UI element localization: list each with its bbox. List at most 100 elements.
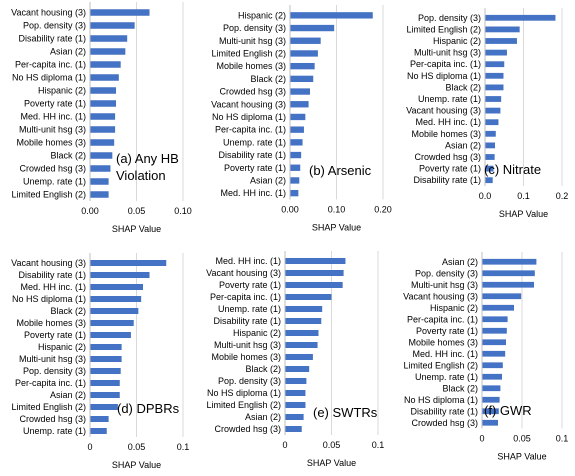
bar <box>482 362 503 369</box>
panel-label: (e) SWTRs <box>313 405 378 420</box>
bar <box>90 100 117 107</box>
x-tick-label: 0.0 <box>479 191 492 201</box>
bar <box>90 392 120 398</box>
category-label: Poverty rate (1) <box>224 163 286 173</box>
bar <box>285 378 307 384</box>
x-tick-label: 0.10 <box>174 206 192 216</box>
category-label: Per-capita inc. (1) <box>15 378 86 388</box>
bar <box>485 177 493 184</box>
bar <box>482 327 507 334</box>
category-label: Hispanic (2) <box>38 342 86 352</box>
panel-label: (d) DPBRs <box>117 401 180 416</box>
bar <box>290 113 306 121</box>
x-axis-label: SHAP Value <box>497 452 546 462</box>
x-tick-label: 0.00 <box>81 206 99 216</box>
category-label: Pop. density (3) <box>415 268 478 278</box>
category-label: Multi-unit hsg (3) <box>414 48 481 58</box>
x-tick-label: 0.1 <box>177 442 190 452</box>
category-label: Vacant housing (3) <box>211 99 286 109</box>
bar <box>90 48 126 55</box>
bar <box>482 316 508 323</box>
bar <box>90 178 109 185</box>
category-label: Crowded hsg (3) <box>19 414 86 424</box>
bar <box>90 344 122 350</box>
category-label: Crowded hsg (3) <box>214 424 281 434</box>
category-label: Med. HH inc. (1) <box>220 188 286 198</box>
x-tick-label: 0.00 <box>281 205 299 215</box>
x-axis-label: SHAP Value <box>112 224 161 234</box>
x-tick-label: 0 <box>479 434 484 444</box>
category-label: Pop. density (3) <box>418 13 481 23</box>
category-label: Per-capita inc. (1) <box>15 60 86 70</box>
x-tick-label: 0.1 <box>372 440 385 450</box>
bar <box>90 320 134 326</box>
bar <box>90 260 167 266</box>
bar <box>290 177 300 184</box>
bar <box>290 88 310 95</box>
category-label: Poverty rate (1) <box>419 164 481 174</box>
category-label: Limited English (2) <box>403 360 478 370</box>
category-label: Med. HH inc. (1) <box>415 117 481 127</box>
category-label: Pop. density (3) <box>23 366 86 376</box>
category-label: Vacant housing (3) <box>11 8 86 18</box>
bar <box>285 390 306 396</box>
chart-panel-6: Asian (2)Pop. density (3) Multi-unit hsg … <box>403 252 568 462</box>
category-label: Asian (2) <box>250 175 286 185</box>
bar <box>285 414 304 420</box>
category-label: Pop. density (3) <box>218 376 281 386</box>
category-label: Disability rate (1) <box>218 150 286 160</box>
bar <box>290 12 373 19</box>
category-label: Mobile homes (3) <box>216 61 286 71</box>
category-label: Multi-unit hsg (3) <box>411 280 478 290</box>
category-label: Poverty rate (1) <box>24 330 86 340</box>
bar <box>485 14 556 21</box>
bar <box>485 61 505 68</box>
category-label: No HS diploma (1) <box>404 395 478 405</box>
category-label: Limited English (2) <box>406 24 481 34</box>
bar <box>485 49 507 56</box>
bar <box>290 164 301 171</box>
bar <box>482 304 514 311</box>
chart-panel-5: Med. HH inc. (1) Vacant housing (3) Povert… <box>206 251 384 468</box>
category-label: Poverty rate (1) <box>416 326 478 336</box>
bar <box>485 72 504 79</box>
category-label: No HS diploma (1) <box>407 71 481 81</box>
category-label: Black (2) <box>245 364 281 374</box>
category-label: Multi-unit hsg (3) <box>19 125 86 135</box>
category-label: Per-capita inc. (1) <box>215 125 286 135</box>
category-label: Limited English (2) <box>11 190 86 200</box>
bar <box>290 139 303 146</box>
bar <box>90 416 109 422</box>
category-label: Crowded hsg (3) <box>411 418 478 428</box>
category-label: Vacant housing (3) <box>11 258 86 268</box>
category-label: Asian (2) <box>245 412 281 422</box>
category-label: Disability rate (1) <box>410 406 478 416</box>
bar <box>485 96 502 102</box>
bar <box>90 428 107 434</box>
category-label: Hispanic (2) <box>433 36 481 46</box>
bar <box>90 284 144 290</box>
bar <box>290 62 315 70</box>
bar <box>285 330 319 336</box>
category-label: Multi-unit hsg (3) <box>219 36 286 46</box>
category-label: No HS diploma (1) <box>207 388 281 398</box>
bar <box>482 350 506 357</box>
bar <box>285 270 344 276</box>
category-label: Unemp. rate (1) <box>23 426 86 436</box>
bar <box>290 24 335 32</box>
category-label: Unemp. rate (1) <box>223 137 286 147</box>
bar <box>90 9 150 16</box>
bar <box>90 308 139 314</box>
category-label: Black (2) <box>442 383 478 393</box>
bar <box>485 165 494 172</box>
bar <box>482 373 502 380</box>
bar <box>285 402 306 408</box>
category-label: Pop. density (3) <box>23 21 86 31</box>
category-label: Mobile homes (3) <box>211 352 281 362</box>
bar <box>485 130 496 137</box>
category-label: Asian (2) <box>50 390 86 400</box>
category-label: Multi-unit hsg (3) <box>214 340 281 350</box>
category-label: No HS diploma (1) <box>12 73 86 83</box>
x-axis-label: SHAP Value <box>312 223 361 233</box>
x-tick-label: 0.1 <box>517 191 530 201</box>
